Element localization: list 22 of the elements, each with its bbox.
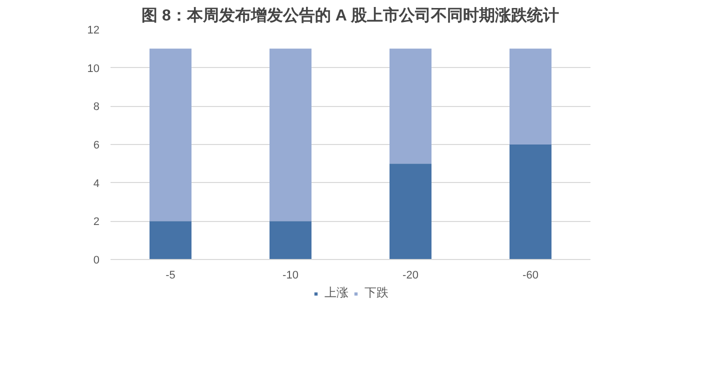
x-tick-label: -20 (402, 270, 418, 282)
x-tick-label: -5 (166, 270, 176, 282)
x-tick-label: -60 (522, 270, 538, 282)
y-tick-label: 6 (93, 140, 100, 152)
bar (150, 221, 192, 260)
bar (510, 144, 552, 260)
legend-label: 上涨 (324, 284, 348, 302)
bar (390, 48, 432, 164)
y-tick-label: 4 (93, 178, 100, 190)
y-tick-label: 2 (93, 216, 100, 228)
bar (270, 221, 312, 260)
y-tick-label: 8 (93, 101, 100, 114)
y-tick-label: 10 (87, 62, 100, 75)
y-tick-label: 0 (93, 254, 100, 266)
bar (390, 164, 432, 260)
y-tick-label: 12 (87, 24, 100, 36)
bar (510, 48, 552, 144)
chart-title: 图 8：本周发布增发公告的 A 股上市公司不同时期涨跌统计 (142, 6, 559, 24)
x-tick-label: -10 (282, 270, 298, 282)
bar (270, 48, 312, 222)
legend-label: 下跌 (364, 284, 388, 302)
bar (150, 48, 192, 222)
